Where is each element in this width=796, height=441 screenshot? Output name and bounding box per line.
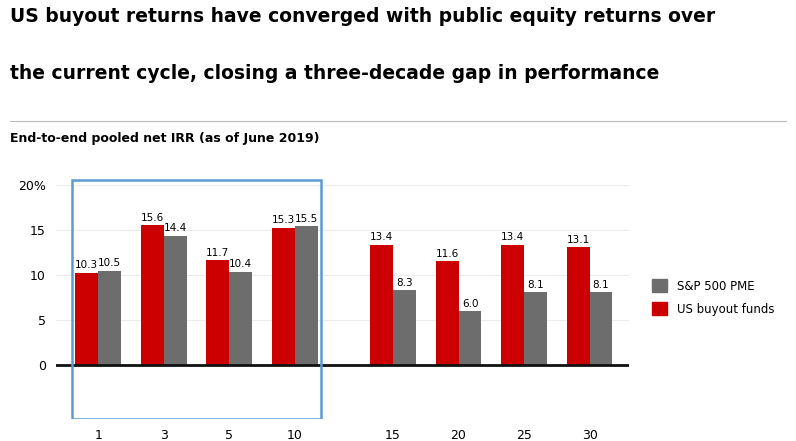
Bar [435,261,458,365]
Bar [272,228,295,365]
Bar [141,225,164,365]
Bar [229,272,252,365]
Bar [98,271,121,365]
Text: 6.0: 6.0 [462,299,478,309]
Bar [370,245,393,365]
Bar [76,273,98,365]
Text: 13.1: 13.1 [567,235,590,245]
Text: 15.6: 15.6 [141,213,164,223]
Text: US buyout returns have converged with public equity returns over: US buyout returns have converged with pu… [10,7,716,26]
Text: 15.5: 15.5 [295,213,318,224]
Bar [590,292,612,365]
Text: 10.3: 10.3 [76,260,99,270]
Text: the current cycle, closing a three-decade gap in performance: the current cycle, closing a three-decad… [10,64,660,83]
Bar [501,245,524,365]
Text: 8.3: 8.3 [396,278,413,288]
Bar [524,292,547,365]
Bar [295,226,318,365]
Bar [567,247,590,365]
Text: 13.4: 13.4 [501,232,525,243]
Bar [206,260,229,365]
Bar [458,311,482,365]
Bar [164,235,187,365]
Text: 13.4: 13.4 [370,232,393,243]
Text: 15.3: 15.3 [271,215,295,225]
Text: 11.6: 11.6 [435,249,458,258]
Text: End-to-end pooled net IRR (as of June 2019): End-to-end pooled net IRR (as of June 20… [10,132,320,145]
Legend: S&P 500 PME, US buyout funds: S&P 500 PME, US buyout funds [652,279,775,316]
Text: 10.4: 10.4 [229,259,252,269]
Text: 14.4: 14.4 [164,224,187,233]
Text: 8.1: 8.1 [527,280,544,290]
Bar [393,291,416,365]
Text: 8.1: 8.1 [593,280,609,290]
Text: 10.5: 10.5 [98,258,121,269]
Text: 11.7: 11.7 [206,248,229,258]
